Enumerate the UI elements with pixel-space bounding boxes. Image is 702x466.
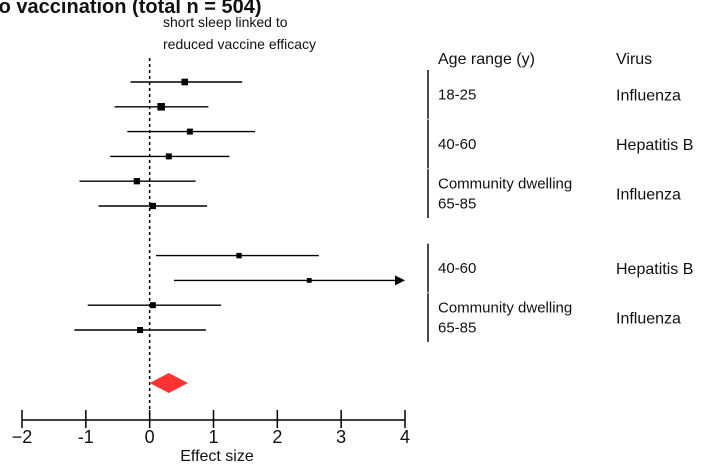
annotation-line-2: reduced vaccine efficacy: [163, 36, 316, 52]
point-estimate: [149, 302, 156, 309]
point-estimate: [149, 202, 157, 210]
group-age-label: 65-85: [438, 196, 476, 213]
annotation-line-1: short sleep linked to: [163, 14, 288, 30]
x-tick-label: 2: [272, 427, 282, 447]
point-estimate: [137, 327, 144, 333]
x-axis: −2 -1 0 1 2 3 4: [12, 410, 410, 447]
point-estimate: [236, 252, 242, 259]
group-virus-label: Influenza: [616, 311, 681, 328]
x-tick-label: 1: [208, 427, 218, 447]
x-axis-label: Effect size: [180, 448, 254, 465]
point-estimate: [186, 128, 193, 135]
point-estimate: [181, 78, 189, 86]
point-estimate: [165, 153, 172, 160]
x-tick-label: −2: [12, 427, 33, 447]
group-virus-label: Hepatitis B: [616, 261, 693, 278]
group-virus-label: Hepatitis B: [616, 137, 693, 154]
group-age-label: 65-85: [438, 320, 476, 337]
x-tick-label: 0: [145, 427, 155, 447]
plot-marks: [74, 58, 405, 420]
group-age-label: 18-25: [438, 86, 476, 103]
group-age-label: Community dwelling: [438, 176, 572, 193]
x-tick-label: 4: [400, 427, 410, 447]
group-age-label: Community dwelling: [438, 300, 572, 317]
group-age-label: 40-60: [438, 260, 476, 277]
point-estimate: [157, 103, 165, 111]
x-tick-label: -1: [78, 427, 94, 447]
point-estimate: [306, 278, 312, 283]
virus-column-header: Virus: [616, 51, 652, 68]
group-virus-label: Influenza: [616, 87, 681, 104]
pooled-estimate-diamond: [149, 373, 188, 393]
point-estimate: [133, 178, 141, 185]
chart-title: to vaccination (total n = 504): [0, 0, 262, 18]
x-tick-label: 3: [336, 427, 346, 447]
age-column-header: Age range (y): [438, 51, 535, 68]
group-age-label: 40-60: [438, 136, 476, 153]
group-labels: 18-25 Influenza 40-60 Hepatitis B Community …: [427, 70, 693, 342]
group-virus-label: Influenza: [616, 187, 681, 204]
truncation-arrow: [395, 275, 405, 286]
